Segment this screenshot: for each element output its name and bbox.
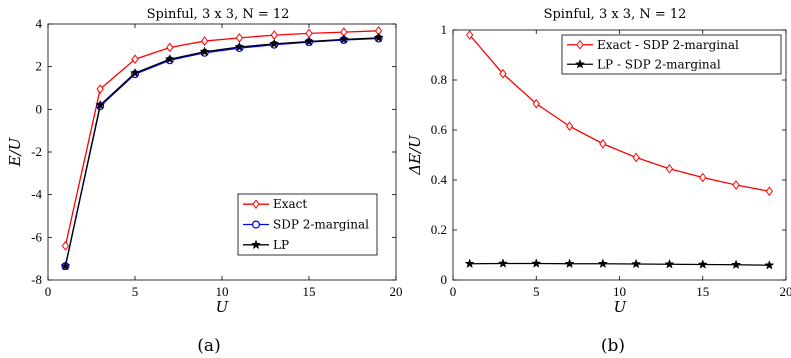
- legend-box: [561, 34, 782, 75]
- y-tick-label: -6: [31, 229, 42, 244]
- x-tick-label: 20: [390, 284, 403, 299]
- data-point: [164, 53, 175, 64]
- y-tick-label: 0.8: [431, 72, 447, 87]
- data-point: [531, 258, 542, 268]
- data-point: [532, 98, 540, 109]
- series-lp-sdp-2-marginal: [464, 258, 775, 270]
- data-point: [499, 68, 507, 79]
- data-point: [764, 259, 775, 270]
- series-exact: [61, 25, 383, 251]
- legend-label: LP: [273, 238, 289, 252]
- data-point: [166, 42, 174, 53]
- legend-label: SDP 2-marginal: [273, 218, 369, 232]
- panel-b-plot-area: [452, 29, 787, 281]
- data-point: [631, 258, 642, 269]
- series-line: [469, 34, 770, 192]
- data-point: [270, 30, 278, 40]
- data-point: [730, 259, 742, 270]
- series-line: [64, 37, 379, 267]
- legend-marker: [252, 220, 261, 229]
- data-point: [303, 36, 315, 46]
- series-line: [469, 262, 770, 266]
- data-point: [373, 32, 384, 43]
- x-tick-label: 0: [45, 284, 52, 299]
- panel-a-ylabel: E/U: [6, 136, 24, 167]
- legend-marker: [576, 39, 584, 50]
- panel-b-title: Spinful, 3 x 3, N = 12: [544, 7, 687, 22]
- y-tick-label: 0: [36, 101, 43, 116]
- x-tick-label: 15: [303, 284, 316, 299]
- panel-a-title: Spinful, 3 x 3, N = 12: [147, 7, 290, 22]
- series-exact-sdp-2-marginal: [466, 30, 773, 197]
- legend-label: LP - SDP 2-marginal: [597, 57, 721, 71]
- data-point: [466, 30, 474, 40]
- data-point: [597, 258, 608, 269]
- data-point: [200, 36, 209, 46]
- y-tick-label: 0.6: [431, 122, 448, 137]
- y-tick-label: 0: [441, 272, 448, 287]
- x-tick-label: 5: [132, 284, 139, 299]
- data-point: [269, 38, 280, 49]
- panel-a: Spinful, 3 x 3, N = 12 0 5 10 15 20 -8 -6 -4 -2 0…: [6, 7, 403, 356]
- panel-a-xlabel: U: [216, 298, 230, 316]
- x-tick-label: 10: [613, 284, 626, 299]
- x-tick-label: 15: [696, 284, 709, 299]
- data-point: [131, 54, 139, 65]
- data-point: [564, 258, 575, 269]
- data-point: [697, 259, 708, 269]
- legend-item: SDP 2-marginal: [243, 218, 369, 232]
- panel-b-caption: (b): [601, 336, 625, 356]
- x-tick-label: 5: [533, 284, 540, 299]
- panel-b-xlabel: U: [614, 298, 628, 316]
- data-point: [96, 84, 104, 94]
- y-tick-label: -2: [31, 144, 42, 159]
- legend-label: Exact: [273, 197, 307, 211]
- series-lp: [60, 32, 384, 271]
- legend-marker: [250, 239, 262, 250]
- data-point: [338, 34, 349, 44]
- data-point: [464, 258, 475, 269]
- y-tick-label: -4: [31, 187, 42, 202]
- y-tick-label: 1: [441, 22, 448, 37]
- y-tick-label: -8: [31, 272, 42, 287]
- panel-b-legend: Exact - SDP 2-marginal LP - SDP 2-margina…: [561, 34, 782, 75]
- x-tick-label: 10: [216, 284, 229, 299]
- x-tick-label: 0: [450, 284, 457, 299]
- panel-b: Spinful, 3 x 3, N = 12 0 5 10 15 20 0 0.2 0.4 0.…: [406, 7, 791, 356]
- data-point: [732, 180, 740, 190]
- data-point: [129, 67, 141, 78]
- series-line: [64, 30, 379, 247]
- legend-marker: [574, 58, 586, 69]
- y-tick-label: 2: [36, 59, 43, 74]
- data-point: [95, 99, 106, 110]
- y-tick-label: 4: [36, 16, 43, 31]
- data-point: [61, 241, 70, 251]
- panel-b-ylabel: ΔE/U: [406, 134, 424, 176]
- legend-item: LP: [243, 238, 289, 252]
- data-point: [565, 121, 574, 132]
- data-point: [234, 41, 245, 52]
- y-tick-label: 0.2: [431, 222, 447, 237]
- legend-marker: [252, 199, 260, 210]
- y-tick-label: 0.4: [431, 172, 448, 187]
- data-point: [235, 33, 244, 43]
- panel-a-legend: Exact SDP 2-marginal LP: [237, 193, 378, 256]
- data-point: [632, 152, 640, 163]
- legend-item: Exact: [243, 197, 307, 211]
- data-point: [199, 46, 210, 57]
- data-point: [60, 260, 71, 271]
- legend-item: LP - SDP 2-marginal: [567, 57, 721, 71]
- data-point: [699, 172, 707, 183]
- data-point: [765, 186, 773, 197]
- legend-item: Exact - SDP 2-marginal: [567, 38, 739, 52]
- legend-label: Exact - SDP 2-marginal: [597, 38, 739, 52]
- data-point: [664, 258, 675, 269]
- x-tick-label: 20: [780, 284, 791, 299]
- data-point: [497, 258, 509, 268]
- data-point: [665, 163, 674, 174]
- panel-a-caption: (a): [197, 336, 220, 356]
- data-point: [599, 138, 607, 149]
- panel-a-plot-area: [47, 23, 397, 281]
